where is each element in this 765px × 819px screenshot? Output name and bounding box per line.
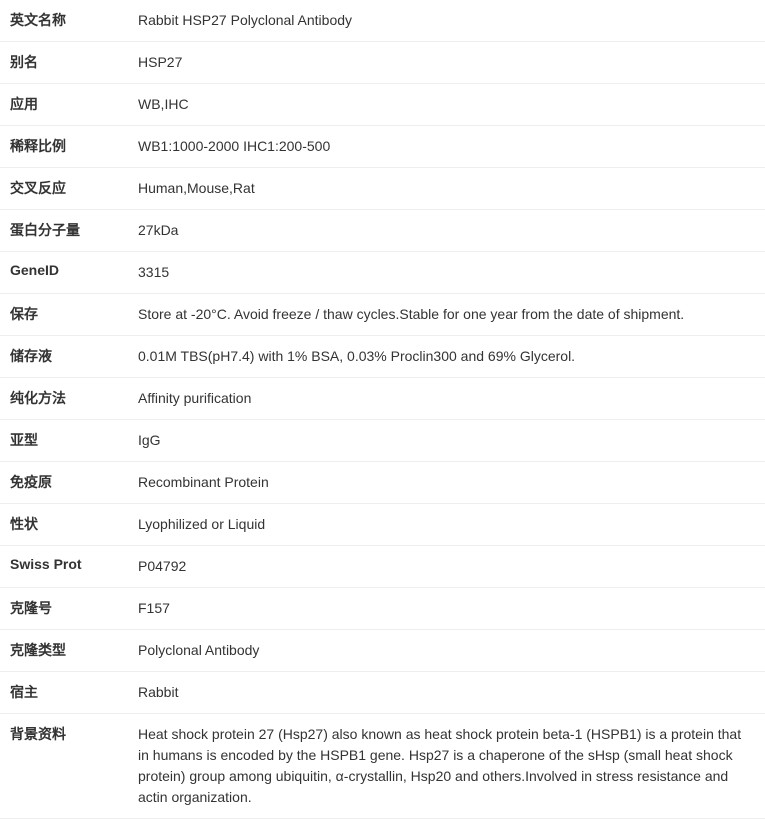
table-row: 应用WB,IHC: [0, 84, 765, 126]
row-label: GeneID: [0, 252, 130, 294]
row-label: 纯化方法: [0, 378, 130, 420]
row-value: Lyophilized or Liquid: [130, 504, 765, 546]
row-value: Polyclonal Antibody: [130, 630, 765, 672]
row-value: 3315: [130, 252, 765, 294]
row-label: 储存液: [0, 336, 130, 378]
row-value: IgG: [130, 420, 765, 462]
table-row: 纯化方法Affinity purification: [0, 378, 765, 420]
table-row: 别名HSP27: [0, 42, 765, 84]
row-label: 免疫原: [0, 462, 130, 504]
row-label: 克隆类型: [0, 630, 130, 672]
row-label: 别名: [0, 42, 130, 84]
spec-table-body: 英文名称Rabbit HSP27 Polyclonal Antibody别名HS…: [0, 0, 765, 819]
row-value: Rabbit: [130, 672, 765, 714]
table-row: 性状Lyophilized or Liquid: [0, 504, 765, 546]
row-label: 宿主: [0, 672, 130, 714]
table-row: 免疫原Recombinant Protein: [0, 462, 765, 504]
row-label: Swiss Prot: [0, 546, 130, 588]
table-row: 保存Store at -20°C. Avoid freeze / thaw cy…: [0, 294, 765, 336]
row-label: 性状: [0, 504, 130, 546]
spec-table: 英文名称Rabbit HSP27 Polyclonal Antibody别名HS…: [0, 0, 765, 819]
table-row: 克隆类型Polyclonal Antibody: [0, 630, 765, 672]
row-label: 应用: [0, 84, 130, 126]
row-value: Human,Mouse,Rat: [130, 168, 765, 210]
row-label: 背景资料: [0, 714, 130, 819]
row-label: 稀释比例: [0, 126, 130, 168]
table-row: 交叉反应Human,Mouse,Rat: [0, 168, 765, 210]
table-row: 背景资料Heat shock protein 27 (Hsp27) also k…: [0, 714, 765, 819]
row-value: Affinity purification: [130, 378, 765, 420]
row-value: 27kDa: [130, 210, 765, 252]
table-row: 宿主Rabbit: [0, 672, 765, 714]
row-label: 蛋白分子量: [0, 210, 130, 252]
table-row: GeneID3315: [0, 252, 765, 294]
table-row: 储存液0.01M TBS(pH7.4) with 1% BSA, 0.03% P…: [0, 336, 765, 378]
table-row: 亚型IgG: [0, 420, 765, 462]
row-value: WB,IHC: [130, 84, 765, 126]
row-label: 克隆号: [0, 588, 130, 630]
table-row: 英文名称Rabbit HSP27 Polyclonal Antibody: [0, 0, 765, 42]
row-value: Heat shock protein 27 (Hsp27) also known…: [130, 714, 765, 819]
table-row: 克隆号F157: [0, 588, 765, 630]
row-value: Rabbit HSP27 Polyclonal Antibody: [130, 0, 765, 42]
row-value: Store at -20°C. Avoid freeze / thaw cycl…: [130, 294, 765, 336]
row-label: 保存: [0, 294, 130, 336]
row-label: 英文名称: [0, 0, 130, 42]
row-value: WB1:1000-2000 IHC1:200-500: [130, 126, 765, 168]
row-value: Recombinant Protein: [130, 462, 765, 504]
row-label: 亚型: [0, 420, 130, 462]
row-value: P04792: [130, 546, 765, 588]
row-value: 0.01M TBS(pH7.4) with 1% BSA, 0.03% Proc…: [130, 336, 765, 378]
row-value: HSP27: [130, 42, 765, 84]
row-label: 交叉反应: [0, 168, 130, 210]
table-row: 稀释比例WB1:1000-2000 IHC1:200-500: [0, 126, 765, 168]
table-row: Swiss ProtP04792: [0, 546, 765, 588]
row-value: F157: [130, 588, 765, 630]
table-row: 蛋白分子量27kDa: [0, 210, 765, 252]
